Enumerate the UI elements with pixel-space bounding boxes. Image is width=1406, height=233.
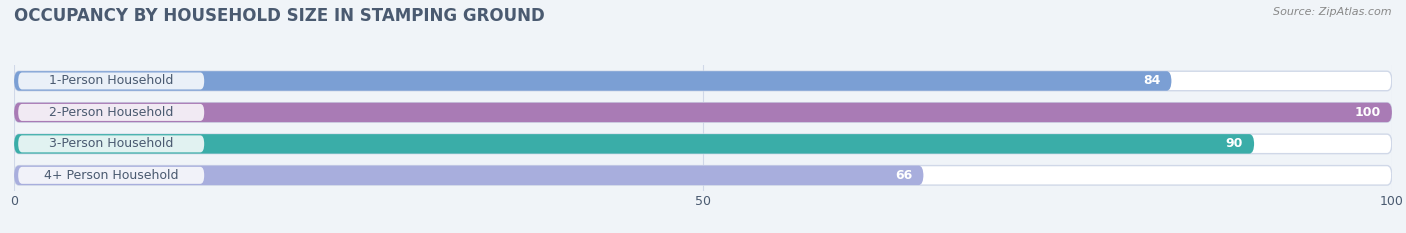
Text: 84: 84 bbox=[1143, 75, 1160, 87]
FancyBboxPatch shape bbox=[18, 135, 204, 152]
FancyBboxPatch shape bbox=[14, 103, 1392, 122]
FancyBboxPatch shape bbox=[14, 166, 924, 185]
FancyBboxPatch shape bbox=[14, 134, 1392, 154]
FancyBboxPatch shape bbox=[18, 167, 204, 184]
FancyBboxPatch shape bbox=[14, 134, 1254, 154]
Text: Source: ZipAtlas.com: Source: ZipAtlas.com bbox=[1274, 7, 1392, 17]
FancyBboxPatch shape bbox=[14, 103, 1392, 122]
FancyBboxPatch shape bbox=[18, 72, 204, 89]
Text: OCCUPANCY BY HOUSEHOLD SIZE IN STAMPING GROUND: OCCUPANCY BY HOUSEHOLD SIZE IN STAMPING … bbox=[14, 7, 544, 25]
Text: 2-Person Household: 2-Person Household bbox=[49, 106, 173, 119]
Text: 3-Person Household: 3-Person Household bbox=[49, 137, 173, 150]
Text: 1-Person Household: 1-Person Household bbox=[49, 75, 173, 87]
FancyBboxPatch shape bbox=[14, 166, 1392, 185]
FancyBboxPatch shape bbox=[14, 71, 1171, 91]
Text: 66: 66 bbox=[896, 169, 912, 182]
Text: 90: 90 bbox=[1226, 137, 1243, 150]
Text: 4+ Person Household: 4+ Person Household bbox=[44, 169, 179, 182]
Text: 100: 100 bbox=[1354, 106, 1381, 119]
FancyBboxPatch shape bbox=[18, 104, 204, 121]
FancyBboxPatch shape bbox=[14, 71, 1392, 91]
